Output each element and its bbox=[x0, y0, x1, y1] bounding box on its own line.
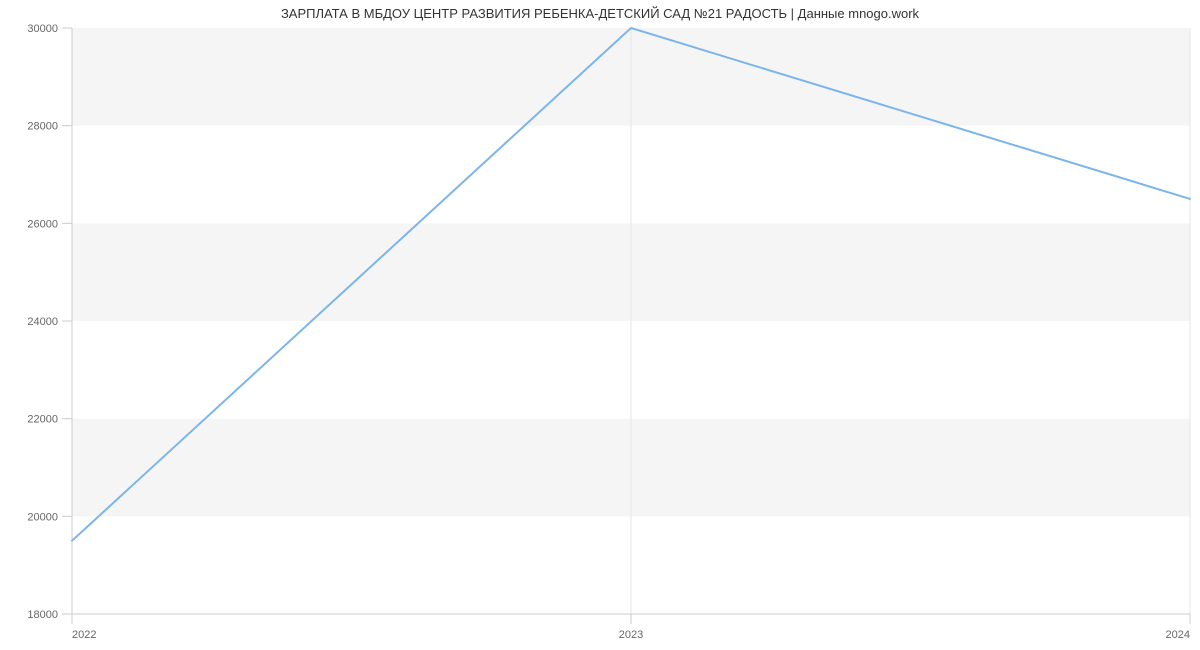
y-tick-label: 18000 bbox=[27, 609, 58, 621]
x-tick-label: 2023 bbox=[619, 629, 643, 641]
chart-title: ЗАРПЛАТА В МБДОУ ЦЕНТР РАЗВИТИЯ РЕБЕНКА-… bbox=[0, 6, 1200, 21]
salary-line-chart: ЗАРПЛАТА В МБДОУ ЦЕНТР РАЗВИТИЯ РЕБЕНКА-… bbox=[0, 0, 1200, 650]
x-tick-label: 2024 bbox=[1166, 629, 1190, 641]
y-tick-label: 30000 bbox=[27, 23, 58, 35]
chart-svg: 18000 20000 22000 24000 26000 28000 30000 2022 2… bbox=[0, 0, 1200, 650]
y-tick-label: 28000 bbox=[27, 121, 58, 133]
x-tick-label: 2022 bbox=[72, 629, 96, 641]
y-tick-label: 22000 bbox=[27, 414, 58, 426]
y-tick-label: 20000 bbox=[27, 511, 58, 523]
y-tick-label: 26000 bbox=[27, 218, 58, 230]
y-tick-label: 24000 bbox=[27, 316, 58, 328]
